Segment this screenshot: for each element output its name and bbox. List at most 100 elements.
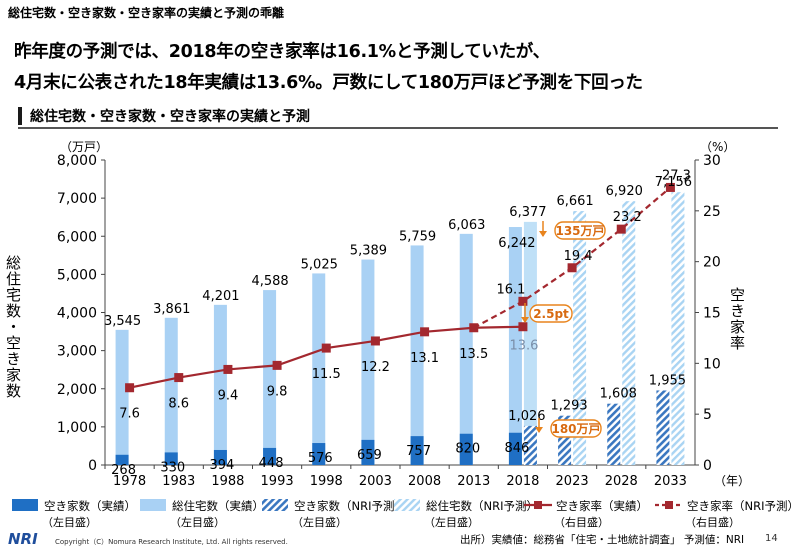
label-rate-nri: 19.4 [564,249,593,264]
label-vacant-actual: 576 [308,451,333,466]
label-vacant-actual: 659 [357,448,382,463]
bar-vacant-actual [263,447,277,465]
callout-text: 2.5pt [533,307,569,321]
right-tick-label: 20 [703,255,721,271]
marker-rate-actual [420,327,430,337]
legend-label: 空き家数（NRI予測） [294,499,406,513]
bar-total-actual [508,227,522,465]
legend-label: 総住宅数（実績） [172,499,264,513]
right-tick-label: 15 [703,306,721,322]
slide-topline: 総住宅数・空き家数・空き家率の実績と予測の乖離 [8,6,285,20]
legend-sublabel: （右目盛） [554,515,609,529]
right-axis-unit: （%） [700,140,735,154]
legend-label: 空き家率（NRI予測） [687,499,799,513]
bar-total-actual [410,245,424,465]
callout-box [554,221,606,240]
headline-line-2: 4月末に公表された18年実績は13.6%。戸数にして180万戸ほど予測を下回った [14,73,643,93]
callout-arrowhead [521,317,529,323]
marker-rate-actual [370,336,380,346]
right-tick-label: 30 [703,153,721,169]
label-vacant-actual: 448 [259,456,284,471]
bar-total-actual [164,317,178,465]
label-total-nri: 6,377 [509,205,546,220]
label-total-actual: 3,861 [153,302,190,317]
nri-logo: NRI [8,530,38,548]
left-axis-unit: （万戸） [60,140,108,154]
label-rate-actual: 12.2 [361,360,390,375]
bar-vacant-actual [459,433,473,465]
bar-total-actual [263,290,277,465]
callout-box [529,304,573,323]
bar-vacant-actual [508,432,522,465]
label-vacant-actual: 330 [160,460,185,475]
left-tick-label: 4,000 [57,306,97,322]
source-note: 出所）実績値：総務省「住宅・土地統計調査」 予測値：NRI [460,534,745,546]
legend-item: 空き家率（実績） （右目盛） [524,499,648,529]
bar-vacant-nri [523,425,537,465]
legend-item: 総住宅数（NRI予測） （左目盛） [394,499,538,529]
legend-item: 空き家数（実績） （左目盛） [12,499,136,529]
left-tick-label: 8,000 [57,153,97,169]
marker-rate-actual [174,373,184,383]
x-tick-label: 1988 [211,474,244,489]
copyright-text: Copyright（C）Nomura Research Institute, L… [55,538,288,546]
label-total-actual: 5,759 [399,229,436,244]
x-tick-label: 2008 [408,474,441,489]
right-tick-label: 0 [703,458,712,474]
marker-rate-actual [125,383,135,393]
marker-rate-actual [518,322,528,332]
marker-rate-nri [616,224,626,234]
legend-marker-swatch [534,501,542,509]
x-tick-label: 2003 [359,474,392,489]
bar-total-actual [312,273,326,465]
label-rate-actual: 9.8 [267,384,288,399]
marker-rate-actual [321,343,331,353]
bar-total-actual [213,304,227,465]
label-vacant-nri: 1,955 [649,373,686,388]
callout-arrowhead [535,427,543,433]
bar-vacant-actual [361,439,375,465]
legend-box-swatch [12,499,38,511]
marker-rate-actual [272,360,282,370]
left-tick-label: 7,000 [57,191,97,207]
bar-vacant-actual [115,454,129,465]
bar-total-nri [573,211,587,465]
left-tick-label: 1,000 [57,420,97,436]
left-tick-label: 3,000 [57,344,97,360]
label-rate-actual: 13.5 [459,347,488,362]
bar-total-nri [622,201,636,466]
label-vacant-actual: 757 [406,444,431,459]
legend-sublabel: （左目盛） [292,515,347,529]
legend-sublabel: （左目盛） [424,515,479,529]
label-rate-actual: 11.5 [312,367,341,382]
legend-box-swatch [140,499,166,511]
left-tick-label: 6,000 [57,229,97,245]
legend-marker-swatch [665,501,673,509]
x-tick-label: 1983 [162,474,195,489]
bar-total-nri [671,192,685,466]
bar-vacant-actual [213,449,227,465]
legend-box-swatch [262,499,288,511]
label-total-nri: 6,661 [556,194,593,209]
left-tick-label: 5,000 [57,267,97,283]
x-tick-label: 1998 [310,474,343,489]
x-tick-label: 2033 [654,474,687,489]
x-tick-label: 2013 [457,474,490,489]
legend-item: 空き家率（NRI予測） （右目盛） [655,499,799,529]
label-vacant-nri: 1,026 [508,409,545,424]
marker-rate-nri [518,296,528,306]
legend-item: 総住宅数（実績） （左目盛） [140,499,264,529]
page-number: 14 [765,533,778,544]
callout-text: 135万戸 [555,224,604,238]
bar-vacant-actual [312,443,326,465]
bar-vacant-nri [607,403,621,465]
left-tick-label: 0 [88,458,97,474]
right-axis-title: 空き家率 [728,287,746,351]
label-rate-actual: 13.6 [509,339,538,354]
x-tick-label: 1993 [261,474,294,489]
subheading-text: 総住宅数・空き家数・空き家率の実績と予測 [30,109,310,125]
legend-box-swatch [394,499,420,511]
label-rate-actual: 13.1 [410,351,439,366]
